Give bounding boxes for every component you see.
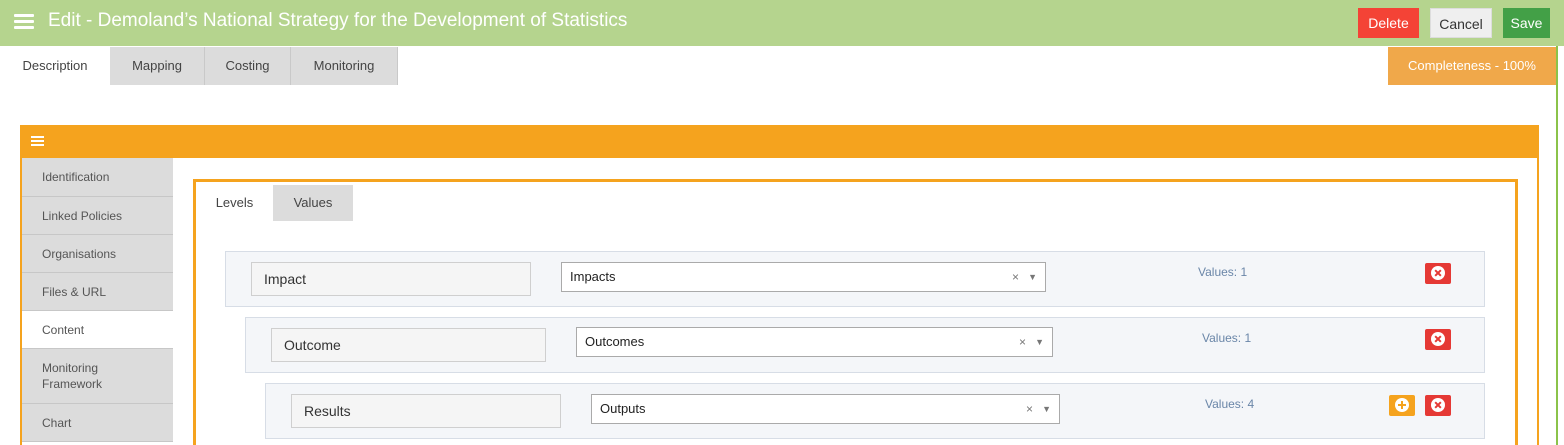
level-select[interactable]: Outcomes × ▼: [576, 327, 1053, 357]
sidebar-item-monitoring-framework[interactable]: Monitoring Framework: [22, 349, 173, 404]
remove-level-button[interactable]: [1425, 395, 1451, 416]
clear-icon[interactable]: ×: [1025, 402, 1033, 416]
sidebar-item-label: Identification: [42, 170, 110, 184]
level-select[interactable]: Impacts × ▼: [561, 262, 1046, 292]
chevron-down-icon[interactable]: ▼: [1035, 337, 1044, 347]
remove-circle-icon: [1431, 332, 1445, 346]
select-value: Impacts: [570, 269, 616, 284]
cancel-button[interactable]: Cancel: [1430, 8, 1492, 38]
level-name-field[interactable]: Impact: [251, 262, 531, 296]
tab-values[interactable]: Values: [273, 185, 353, 221]
panel-border-right: [1537, 158, 1539, 445]
app-header: Edit - Demoland’s National Strategy for …: [0, 0, 1564, 46]
tab-costing[interactable]: Costing: [205, 47, 291, 85]
remove-level-button[interactable]: [1425, 263, 1451, 284]
page-title: Edit - Demoland’s National Strategy for …: [48, 10, 628, 31]
add-circle-icon: [1395, 398, 1409, 412]
level-name-field[interactable]: Results: [291, 394, 561, 428]
level-select[interactable]: Outputs × ▼: [591, 394, 1060, 424]
chevron-down-icon[interactable]: ▼: [1028, 272, 1037, 282]
clear-icon[interactable]: ×: [1018, 335, 1026, 349]
delete-button[interactable]: Delete: [1358, 8, 1419, 38]
hamburger-menu-icon[interactable]: [14, 14, 34, 30]
sidebar-item-label: Organisations: [42, 246, 117, 261]
tab-description[interactable]: Description: [0, 47, 110, 85]
remove-circle-icon: [1431, 266, 1445, 280]
panel-header: [20, 125, 1539, 158]
clear-icon[interactable]: ×: [1011, 270, 1019, 284]
chevron-down-icon[interactable]: ▼: [1042, 404, 1051, 414]
hamburger-menu-icon[interactable]: [31, 136, 44, 148]
remove-circle-icon: [1431, 398, 1445, 412]
right-border: [1556, 46, 1558, 445]
tab-monitoring[interactable]: Monitoring: [291, 47, 398, 85]
values-count: Values: 1: [1202, 331, 1252, 345]
remove-level-button[interactable]: [1425, 329, 1451, 350]
values-count: Values: 4: [1205, 397, 1255, 411]
values-count: Values: 1: [1198, 265, 1248, 279]
sidebar-item-files-url[interactable]: Files & URL: [22, 273, 173, 311]
sidebar-item-label: Linked Policies: [42, 208, 123, 223]
level-name-field[interactable]: Outcome: [271, 328, 546, 362]
sidebar-item-label: Files & URL: [42, 284, 107, 299]
tab-mapping[interactable]: Mapping: [110, 47, 205, 85]
sidebar-item-linked-policies[interactable]: Linked Policies: [22, 197, 173, 235]
completeness-badge: Completeness - 100%: [1388, 47, 1556, 85]
sidebar-item-identification[interactable]: Identification: [22, 158, 173, 197]
add-level-button[interactable]: [1389, 395, 1415, 416]
content-box: [193, 179, 1518, 445]
sidebar-item-label: Chart: [42, 415, 72, 430]
select-value: Outcomes: [585, 334, 645, 349]
tab-levels[interactable]: Levels: [196, 185, 273, 221]
sidebar-item-organisations[interactable]: Organisations: [22, 235, 173, 273]
sidebar-item-content[interactable]: Content: [22, 311, 173, 349]
sidebar-item-chart[interactable]: Chart: [22, 404, 173, 442]
save-button[interactable]: Save: [1503, 8, 1550, 38]
sidebar-item-label: Content: [42, 322, 85, 337]
sidebar-item-label: Monitoring Framework: [42, 361, 103, 391]
select-value: Outputs: [600, 401, 646, 416]
panel-border-left: [20, 158, 22, 445]
